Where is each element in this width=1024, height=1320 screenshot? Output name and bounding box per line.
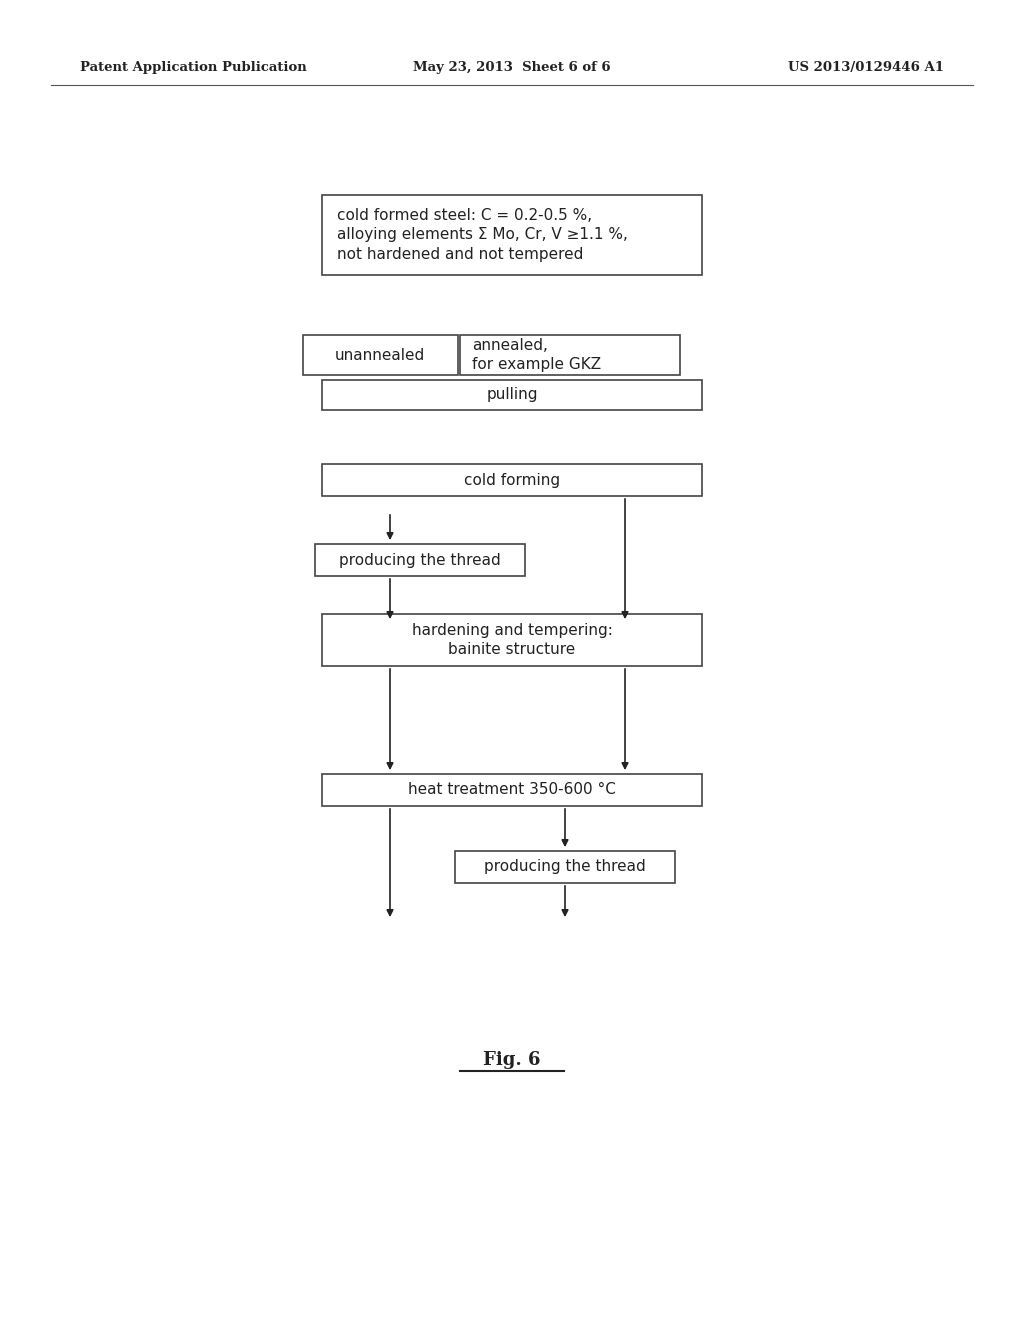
Bar — [322, 614, 702, 667]
Bar — [322, 465, 702, 496]
Bar — [322, 195, 702, 275]
Text: Fig. 6: Fig. 6 — [483, 1051, 541, 1069]
Text: hardening and tempering:
bainite structure: hardening and tempering: bainite structu… — [412, 623, 612, 657]
Bar — [460, 335, 680, 375]
Bar — [455, 851, 675, 883]
Text: May 23, 2013  Sheet 6 of 6: May 23, 2013 Sheet 6 of 6 — [414, 62, 610, 74]
Bar — [302, 335, 458, 375]
Bar — [315, 544, 525, 576]
Bar — [322, 774, 702, 807]
Text: annealed,
for example GKZ: annealed, for example GKZ — [472, 338, 601, 372]
Text: pulling: pulling — [486, 388, 538, 403]
Text: cold forming: cold forming — [464, 473, 560, 487]
Bar — [322, 380, 702, 411]
Text: producing the thread: producing the thread — [484, 859, 646, 874]
Text: heat treatment 350-600 °C: heat treatment 350-600 °C — [408, 783, 616, 797]
Text: Patent Application Publication: Patent Application Publication — [80, 62, 307, 74]
Text: cold formed steel: C = 0.2-0.5 %,
alloying elements Σ Mo, Cr, V ≥1.1 %,
not hard: cold formed steel: C = 0.2-0.5 %, alloyi… — [337, 207, 628, 263]
Text: unannealed: unannealed — [335, 347, 425, 363]
Text: producing the thread: producing the thread — [339, 553, 501, 568]
Text: US 2013/0129446 A1: US 2013/0129446 A1 — [788, 62, 944, 74]
